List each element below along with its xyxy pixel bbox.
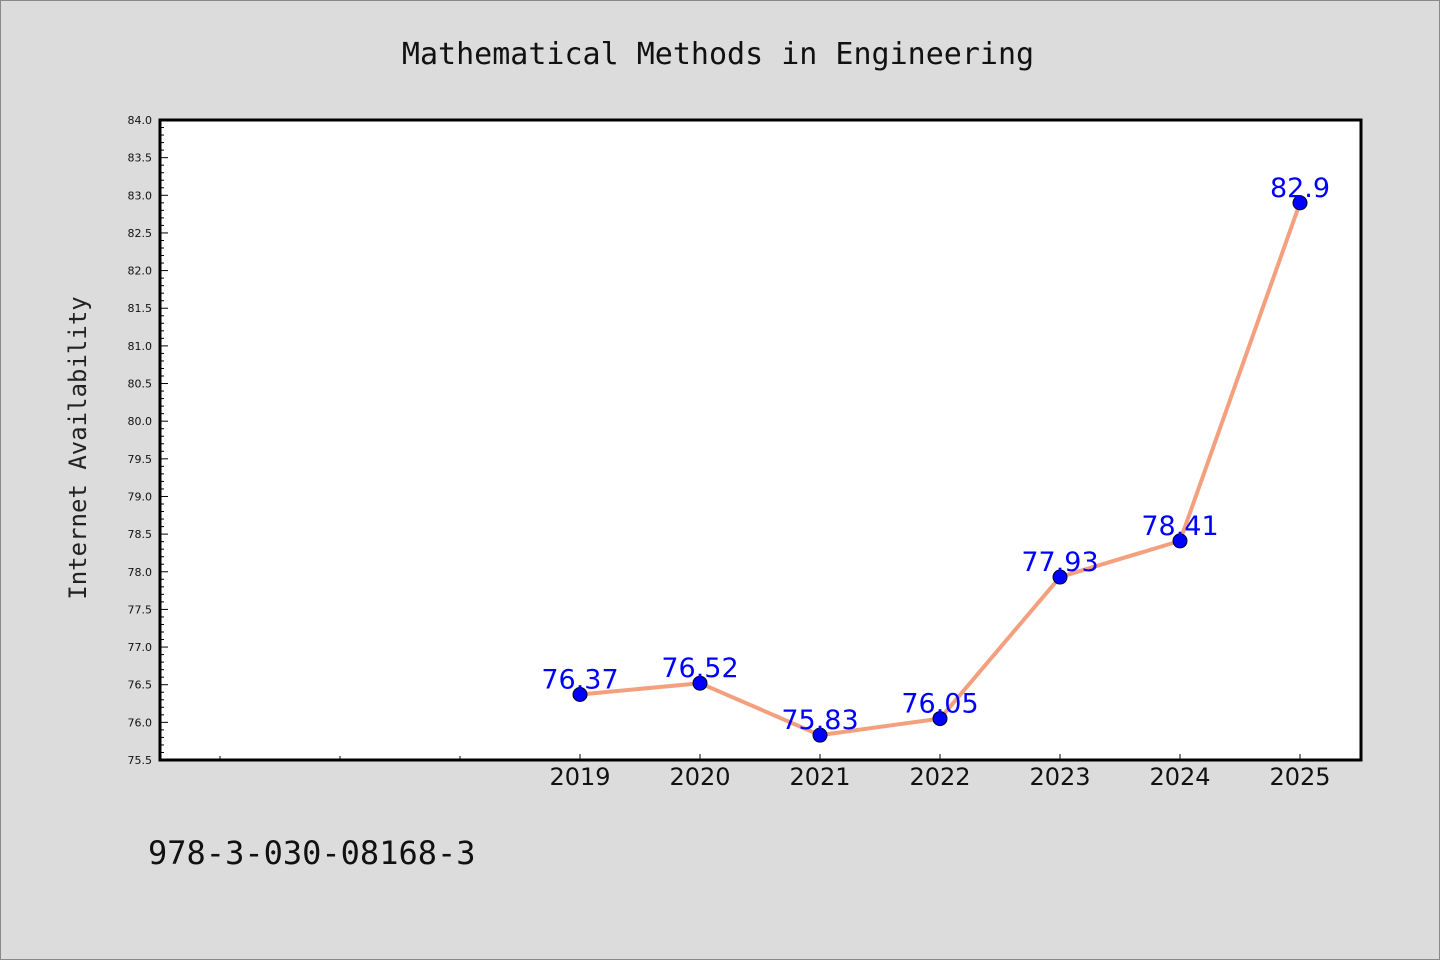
data-point [812,727,828,743]
y-tick-label: 84.0 [128,114,153,127]
x-axis: 2019 2020 2021 2022 2023 2024 2025 [219,754,1331,791]
y-tick-label: 82.0 [128,265,153,278]
y-tick-label: 83.0 [128,189,153,202]
data-label: 75.83 [781,705,858,736]
data-point [1052,569,1068,585]
isbn-caption: 978-3-030-08168-3 [148,834,476,872]
series [572,195,1308,743]
data-point [692,675,708,691]
plot-area [158,118,1363,762]
y-tick-label: 78.0 [128,566,153,579]
x-tick-label: 2021 [789,763,850,791]
y-tick-label: 79.5 [128,453,153,466]
y-tick-label: 76.5 [128,679,153,692]
data-label: 82.9 [1270,173,1330,204]
y-tick-label: 78.5 [128,528,153,541]
y-tick-label: 83.5 [128,152,153,165]
data-label: 76.52 [661,653,738,684]
data-label: 77.93 [1021,547,1098,578]
y-tick-label: 80.5 [128,378,153,391]
x-tick-label: 2019 [549,763,610,791]
y-tick-label: 76.0 [128,716,153,729]
y-tick-label: 82.5 [128,227,153,240]
data-label: 76.37 [541,664,618,695]
y-tick-label: 81.5 [128,302,153,315]
data-label: 78.41 [1141,511,1218,542]
chart-title: Mathematical Methods in Engineering [402,37,1034,72]
data-point [1172,533,1188,549]
y-axis-label: Internet Availability [64,296,92,599]
x-tick-label: 2024 [1149,763,1210,791]
x-tick-label: 2022 [909,763,970,791]
y-tick-label: 79.0 [128,490,153,503]
data-point [932,711,948,727]
y-tick-label: 77.5 [128,603,153,616]
data-point [572,686,588,702]
x-tick-label: 2023 [1029,763,1090,791]
y-axis: 75.5 76.0 76.5 77.0 77.5 78.0 78.5 79.0 79.5 80.0… [128,114,168,767]
data-label: 76.05 [901,689,978,720]
data-labels: 76.37 76.52 75.83 76.05 77.93 78.41 82.9 [541,173,1330,736]
y-tick-label: 81.0 [128,340,153,353]
y-tick-label: 75.5 [128,754,153,767]
y-tick-label: 80.0 [128,415,153,428]
x-tick-label: 2025 [1269,763,1330,791]
y-tick-label: 77.0 [128,641,153,654]
data-point [1292,195,1308,211]
x-tick-label: 2020 [669,763,730,791]
